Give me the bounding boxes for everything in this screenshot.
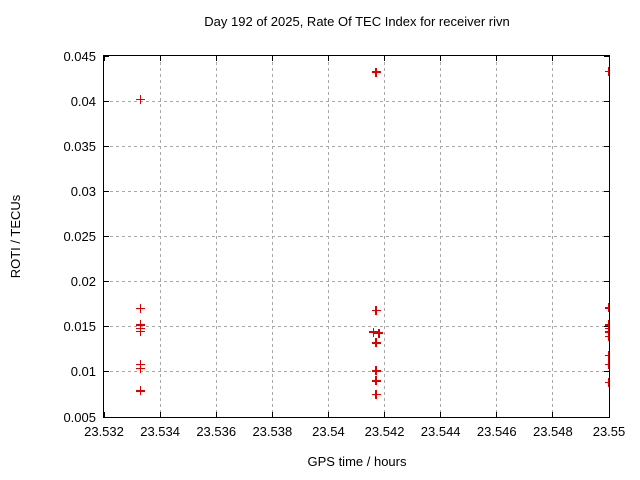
x-tick-mirror bbox=[271, 56, 273, 61]
chart-title: Day 192 of 2025, Rate Of TEC Index for r… bbox=[204, 14, 510, 29]
data-point-marker bbox=[371, 376, 381, 386]
data-point-marker bbox=[368, 327, 378, 337]
x-tick-label: 23.546 bbox=[476, 424, 517, 439]
y-tick-mirror bbox=[604, 281, 609, 283]
data-point-marker bbox=[604, 378, 609, 388]
h-gridline bbox=[104, 145, 609, 147]
x-tick-label: 23.548 bbox=[532, 424, 573, 439]
x-tick-mirror bbox=[159, 56, 161, 61]
data-point-marker bbox=[135, 386, 145, 396]
x-tick bbox=[271, 412, 273, 417]
y-tick-mirror bbox=[604, 236, 609, 237]
data-point-marker bbox=[604, 303, 609, 313]
x-tick-mirror bbox=[104, 56, 105, 61]
x-tick-label: 23.542 bbox=[364, 424, 405, 439]
x-tick-mirror bbox=[496, 56, 498, 61]
v-gridline bbox=[271, 56, 273, 417]
v-gridline bbox=[384, 56, 386, 417]
data-point-marker bbox=[135, 94, 145, 104]
x-tick-label: 23.534 bbox=[140, 424, 180, 439]
x-tick-label: 23.536 bbox=[196, 424, 237, 439]
x-tick bbox=[159, 412, 161, 417]
data-point-marker bbox=[135, 363, 145, 373]
h-gridline bbox=[104, 236, 609, 237]
y-tick-mirror bbox=[604, 371, 609, 373]
y-tick bbox=[104, 281, 109, 283]
v-gridline bbox=[496, 56, 498, 417]
plot-area bbox=[103, 55, 610, 418]
data-point-marker bbox=[371, 389, 381, 399]
y-tick-mirror bbox=[604, 326, 609, 328]
y-tick-mirror bbox=[604, 145, 609, 147]
x-tick bbox=[608, 412, 609, 417]
x-tick-mirror bbox=[215, 56, 217, 61]
x-tick bbox=[104, 412, 105, 417]
data-point-marker bbox=[371, 306, 381, 315]
x-tick bbox=[215, 412, 217, 417]
data-point-marker bbox=[371, 366, 381, 376]
y-tick-label: 0.02 bbox=[70, 274, 96, 290]
v-gridline bbox=[215, 56, 217, 417]
x-tick-mirror bbox=[440, 56, 442, 61]
x-tick-label: 23.55 bbox=[592, 424, 626, 439]
v-gridline bbox=[159, 56, 161, 417]
y-tick-mirror bbox=[604, 190, 609, 192]
y-tick-label: 0.005 bbox=[63, 409, 96, 425]
x-tick-mirror bbox=[552, 56, 554, 61]
y-tick-mirror bbox=[604, 416, 609, 417]
x-tick-mirror bbox=[384, 56, 386, 61]
h-gridline bbox=[104, 371, 609, 373]
h-gridline bbox=[104, 281, 609, 283]
y-tick-label: 0.01 bbox=[70, 364, 96, 380]
x-axis-label: GPS time / hours bbox=[307, 454, 407, 469]
x-tick-label: 23.544 bbox=[420, 424, 461, 439]
v-gridline bbox=[440, 56, 442, 417]
x-tick-label: 23.538 bbox=[252, 424, 293, 439]
x-tick-label: 23.54 bbox=[312, 424, 345, 439]
y-tick-label: 0.015 bbox=[63, 319, 96, 335]
y-tick bbox=[104, 236, 109, 237]
y-tick bbox=[104, 100, 109, 102]
h-gridline bbox=[104, 100, 609, 102]
data-point-marker bbox=[374, 328, 384, 338]
y-tick-mirror bbox=[604, 56, 609, 57]
y-tick bbox=[104, 371, 109, 373]
x-tick bbox=[384, 412, 386, 417]
y-tick-label: 0.04 bbox=[70, 93, 96, 109]
x-tick bbox=[552, 412, 554, 417]
y-tick bbox=[104, 326, 109, 328]
y-tick-label: 0.025 bbox=[63, 229, 96, 244]
x-tick-label: 23.532 bbox=[84, 424, 124, 439]
y-axis-label: ROTI / TECUs bbox=[8, 194, 23, 279]
data-point-marker bbox=[371, 67, 381, 77]
v-gridline bbox=[327, 56, 329, 417]
data-point-marker bbox=[604, 360, 609, 370]
data-point-marker bbox=[135, 304, 145, 314]
y-tick-label: 0.03 bbox=[70, 183, 96, 199]
h-gridline bbox=[104, 326, 609, 328]
data-point-marker bbox=[135, 326, 145, 336]
x-tick bbox=[327, 412, 329, 417]
y-tick bbox=[104, 190, 109, 192]
v-gridline bbox=[552, 56, 554, 417]
x-tick bbox=[496, 412, 498, 417]
y-tick-mirror bbox=[604, 100, 609, 102]
y-tick bbox=[104, 416, 109, 417]
x-tick bbox=[440, 412, 442, 417]
data-point-marker bbox=[604, 66, 609, 76]
data-point-marker bbox=[604, 327, 609, 337]
data-point-marker bbox=[371, 338, 381, 348]
x-tick-mirror bbox=[608, 56, 609, 61]
data-point-marker bbox=[604, 332, 609, 342]
y-tick bbox=[104, 145, 109, 147]
data-point-marker bbox=[604, 351, 609, 361]
x-tick-mirror bbox=[327, 56, 329, 61]
y-tick-label: 0.035 bbox=[63, 138, 96, 154]
y-tick-label: 0.045 bbox=[63, 48, 96, 64]
h-gridline bbox=[104, 190, 609, 192]
y-tick bbox=[104, 56, 109, 57]
